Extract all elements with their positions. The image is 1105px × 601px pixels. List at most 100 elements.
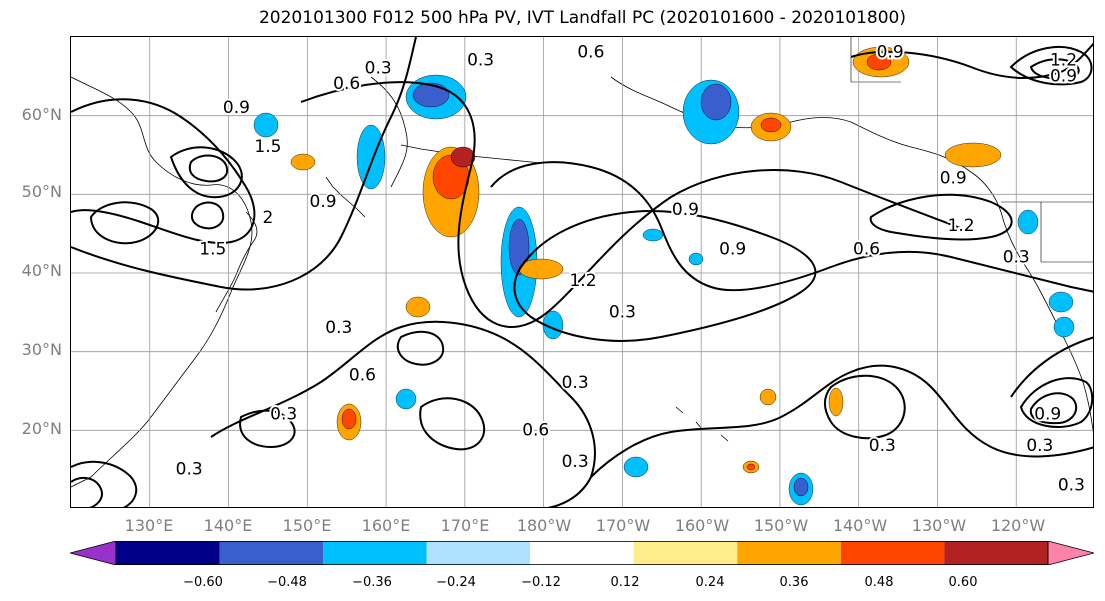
colorbar-extend-min [70, 541, 117, 565]
colorbar-tick-label: 0.48 [864, 575, 894, 590]
negative-anomaly-core [412, 82, 450, 108]
positive-anomaly-core [866, 53, 892, 71]
contour-line [239, 409, 296, 449]
lat-label-40n: 40°N [21, 261, 62, 280]
contour-line [419, 397, 486, 451]
colorbar-tick-label: −0.12 [521, 575, 561, 590]
colorbar-tick-label: −0.60 [183, 575, 223, 590]
contour-line [869, 193, 1013, 241]
colorbar-tick-label: −0.24 [436, 575, 476, 590]
contour-label: 0.9 [223, 98, 250, 118]
contour-line [824, 374, 906, 440]
colorbar-segment [840, 541, 945, 565]
positive-anomaly-blob [828, 387, 844, 417]
contour-line [169, 146, 243, 199]
negative-anomaly-core [508, 218, 530, 276]
lon-label-150w: 150°W [753, 516, 809, 535]
negative-anomaly-core [793, 477, 809, 497]
contour-label: 2 [263, 208, 274, 228]
colorbar-segment [944, 541, 1048, 565]
negative-anomaly-blob [395, 388, 417, 410]
map-canvas: 0.91.50.921.50.60.3 0.3 0.6 0.90.90.9 0.61.2… [71, 37, 1093, 507]
contour-label: 0.6 [577, 43, 604, 63]
lat-label-30n: 30°N [21, 340, 62, 359]
contour-label: 0.3 [869, 436, 896, 456]
positive-anomaly-core [341, 408, 357, 430]
alaska-coastline [610, 76, 1002, 213]
contour-label: 0.9 [719, 239, 746, 259]
lat-label-20n: 20°N [21, 419, 62, 438]
colorbar [70, 541, 1094, 565]
contour-label: 0.9 [672, 200, 699, 220]
lon-label-130w: 130°W [911, 516, 967, 535]
negative-anomaly-blob [1053, 316, 1075, 338]
lon-label-170w: 170°W [595, 516, 651, 535]
contour-line [71, 460, 138, 507]
contour-label: 0.3 [270, 405, 297, 425]
colorbar-segment [219, 541, 324, 565]
contour-line [188, 154, 229, 183]
colorbar-segment [737, 541, 841, 565]
contour-label: 0.6 [349, 365, 376, 385]
colorbar-tick-label: 0.60 [948, 575, 978, 590]
contour-label: 1.2 [948, 216, 975, 236]
political-boundaries [850, 37, 1093, 263]
positive-anomaly-core [760, 117, 782, 133]
lon-label-160w: 160°W [674, 516, 730, 535]
contour-label: 0.3 [1058, 475, 1085, 495]
contour-line [513, 210, 817, 342]
contour-label: 0.9 [1034, 405, 1061, 425]
positive-anomaly-blob [405, 296, 431, 318]
negative-anomaly-blob [356, 124, 386, 190]
contour-label: 1.5 [254, 137, 281, 157]
contour-label: 0.3 [609, 302, 636, 322]
contour-line [1010, 336, 1093, 398]
contour-label: 0.3 [176, 460, 203, 480]
colorbar-tick-label: 0.24 [695, 575, 725, 590]
contour-label: 0.6 [853, 239, 880, 259]
contour-line [590, 364, 1093, 478]
negative-anomaly-core [700, 83, 732, 121]
positive-anomaly-blob [290, 153, 316, 171]
contour-label: 0.9 [310, 192, 337, 212]
contour-line [71, 476, 103, 507]
positive-anomaly-blob [759, 388, 777, 406]
lon-label-130e: 130°E [124, 516, 174, 535]
contour-label: 0.3 [467, 51, 494, 71]
lat-label-60n: 60°N [21, 105, 62, 124]
contour-label: 1.5 [199, 239, 226, 259]
lon-label-140w: 140°W [832, 516, 888, 535]
japan-coastline [215, 211, 258, 313]
negative-anomaly-blob [253, 112, 279, 138]
contour-label: 0.6 [333, 74, 360, 94]
colorbar-segment [323, 541, 427, 565]
contour-line [1029, 392, 1078, 425]
lon-label-180w: 180°W [516, 516, 572, 535]
contour-labels: 0.91.50.921.50.60.3 0.3 0.6 0.90.90.9 0.61.2… [174, 41, 1087, 498]
kamchatka-coastline [370, 76, 408, 188]
lon-label-160e: 160°E [361, 516, 411, 535]
colorbar-segment [530, 541, 634, 565]
contour-label: 0.3 [1026, 436, 1053, 456]
colorbar-tick-label: 0.36 [779, 575, 809, 590]
contour-line [1019, 377, 1093, 428]
positive-anomaly-blob [944, 142, 1002, 168]
lat-label-50n: 50°N [21, 182, 62, 201]
colorbar-extend-max [1047, 541, 1094, 565]
positive-anomaly-core [746, 463, 756, 471]
colorbar-tick-label: −0.48 [267, 575, 307, 590]
contour-line [490, 161, 1093, 293]
contour-label: 0.3 [365, 58, 392, 78]
negative-anomaly-blob [623, 456, 649, 478]
contour-line [71, 98, 256, 244]
contour-line [210, 320, 596, 507]
contour-label: 1.2 [1050, 51, 1077, 71]
contour-line [396, 330, 445, 366]
contour-line [1029, 58, 1080, 81]
asia-coastline [71, 76, 253, 488]
contour-label: 0.9 [1050, 66, 1077, 86]
contour-label: 0.9 [877, 43, 904, 63]
state-borders [1040, 202, 1093, 263]
colorbar-segment [426, 541, 531, 565]
pc-shading [253, 46, 1075, 506]
